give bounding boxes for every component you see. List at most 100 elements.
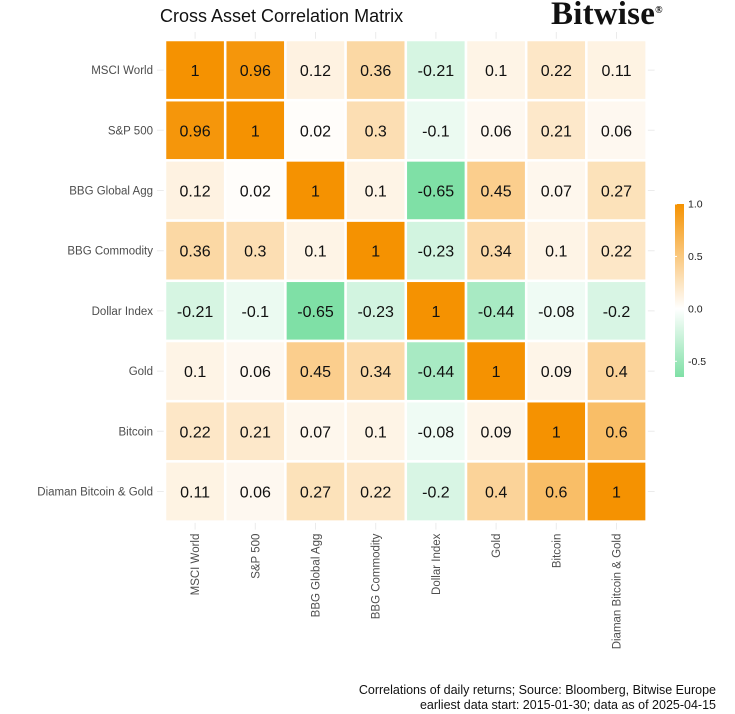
- heatmap-cell: [284, 279, 347, 343]
- heatmap-cell: [404, 339, 468, 403]
- y-tick-label: BBG Commodity: [67, 246, 153, 258]
- cell-value-label: 0.36: [360, 63, 391, 80]
- cell-value-label: 0.1: [365, 424, 387, 441]
- cell-value-label: -0.2: [422, 485, 450, 502]
- cell-value-label: 0.45: [481, 184, 512, 201]
- y-tick-label: Diaman Bitcoin & Gold: [37, 487, 153, 499]
- cell-value-label: 0.09: [481, 424, 512, 441]
- heatmap-cell: [464, 98, 528, 162]
- cell-value-label: -0.1: [422, 123, 450, 140]
- heatmap-cell: [404, 38, 468, 102]
- x-tick-label: Bitcoin: [551, 534, 563, 569]
- heatmap-cell: [464, 399, 528, 463]
- cell-value-label: -0.08: [538, 304, 575, 321]
- heatmap-cell: [585, 460, 648, 523]
- heatmap-cell: [284, 38, 347, 102]
- heatmap-cell: [585, 339, 648, 403]
- heatmap-cell: [344, 339, 408, 403]
- heatmap-cell: [163, 339, 227, 403]
- y-tick-label: S&P 500: [108, 125, 153, 137]
- cell-value-label: 1: [552, 424, 561, 441]
- heatmap-cell: [524, 98, 588, 162]
- cell-value-label: 0.1: [485, 63, 507, 80]
- cell-value-label: 0.27: [300, 485, 331, 502]
- correlation-heatmap: 1 0.96 0.12 0.36 -0.21 0.1 0.22 0.110.96 1 0.02 0.…: [37, 32, 706, 650]
- heatmap-cell: [344, 399, 408, 463]
- cell-value-label: -0.65: [418, 184, 455, 201]
- cell-value-label: 0.02: [300, 123, 331, 140]
- heatmap-cell: [344, 279, 408, 343]
- cell-value-label: 0.12: [300, 63, 331, 80]
- cell-value-label: 0.09: [541, 364, 572, 381]
- brand-logo: Bitwise®: [551, 0, 663, 33]
- heatmap-cell: [585, 219, 648, 283]
- heatmap-cell: [464, 219, 528, 283]
- cell-value-label: -0.23: [357, 304, 394, 321]
- cell-value-label: 0.11: [602, 63, 632, 80]
- cell-value-label: 0.22: [601, 244, 632, 261]
- cell-value-label: 0.36: [180, 244, 211, 261]
- x-tick-label: BBG Global Agg: [311, 534, 323, 618]
- cell-value-label: 1: [371, 244, 380, 261]
- cell-value-label: 0.45: [300, 364, 331, 381]
- cell-value-label: 0.34: [481, 244, 512, 261]
- cell-value-label: 0.6: [605, 424, 627, 441]
- cell-value-label: 1: [431, 304, 440, 321]
- heatmap-cell: [223, 219, 287, 283]
- x-tick-label: BBG Commodity: [371, 533, 383, 619]
- cell-value-label: -0.1: [242, 304, 270, 321]
- cell-value-label: 1: [191, 63, 200, 80]
- cell-value-label: 0.06: [240, 364, 271, 381]
- cell-value-label: 1: [612, 485, 621, 502]
- heatmap-cell: [404, 460, 468, 523]
- cell-value-label: 0.96: [240, 63, 271, 80]
- cell-value-label: 0.1: [365, 184, 387, 201]
- cell-value-label: 0.4: [485, 485, 507, 502]
- cell-value-label: 0.06: [240, 485, 271, 502]
- y-tick-label: BBG Global Agg: [69, 186, 153, 198]
- y-tick-label: Bitcoin: [118, 426, 153, 438]
- cell-value-labels: 1 0.96 0.12 0.36 -0.21 0.1 0.22 0.110.96 1 0.02 0.…: [177, 63, 632, 501]
- cell-value-label: 0.07: [541, 184, 572, 201]
- cell-value-label: -0.44: [418, 364, 455, 381]
- cell-value-label: 0.21: [541, 123, 572, 140]
- footer-date-note: earliest data start: 2015-01-30; data as…: [419, 698, 716, 712]
- cell-value-label: -0.23: [418, 244, 455, 261]
- cell-value-label: 1: [251, 123, 260, 140]
- heatmap-cell: [344, 460, 408, 523]
- cell-value-label: 1: [311, 184, 320, 201]
- y-tick-label: Dollar Index: [92, 306, 154, 318]
- cell-value-label: 0.11: [180, 485, 210, 502]
- heatmap-cell: [344, 38, 408, 102]
- x-tick-label: Diaman Bitcoin & Gold: [612, 534, 624, 650]
- heatmap-cell: [585, 279, 648, 343]
- heatmap-cell: [223, 460, 287, 523]
- heatmap-cell: [585, 399, 648, 463]
- cell-value-label: 0.22: [360, 485, 391, 502]
- heatmap-cell: [284, 460, 347, 523]
- cell-value-label: 0.4: [605, 364, 627, 381]
- heatmap-cell: [344, 159, 408, 222]
- cell-value-label: 0.02: [240, 184, 271, 201]
- cell-value-label: 0.12: [180, 184, 211, 201]
- legend-tick-label: 1.0: [688, 199, 703, 211]
- heatmap-cell: [284, 339, 347, 403]
- heatmap-cells: [163, 38, 648, 523]
- color-legend: 1.0 0.5 0.0 -0.5: [675, 199, 706, 377]
- brand-name: Bitwise: [551, 0, 656, 32]
- cell-value-label: 0.21: [240, 424, 271, 441]
- heatmap-cell: [464, 159, 528, 222]
- heatmap-cell: [464, 339, 528, 403]
- footer-source-note: Correlations of daily returns; Source: B…: [358, 683, 716, 697]
- x-tick-label: MSCI World: [190, 534, 202, 596]
- registered-mark: ®: [655, 5, 663, 16]
- cell-value-label: 0.07: [300, 424, 331, 441]
- cell-value-label: 0.1: [304, 244, 326, 261]
- cell-value-label: 0.22: [180, 424, 211, 441]
- cell-value-label: 0.34: [360, 364, 391, 381]
- cell-value-label: -0.21: [177, 304, 214, 321]
- x-tick-label: Dollar Index: [431, 533, 443, 595]
- y-axis: MSCI World S&P 500 BBG Global Agg BBG Commo…: [37, 65, 153, 498]
- cell-value-label: -0.2: [603, 304, 631, 321]
- cell-value-label: 0.3: [365, 123, 387, 140]
